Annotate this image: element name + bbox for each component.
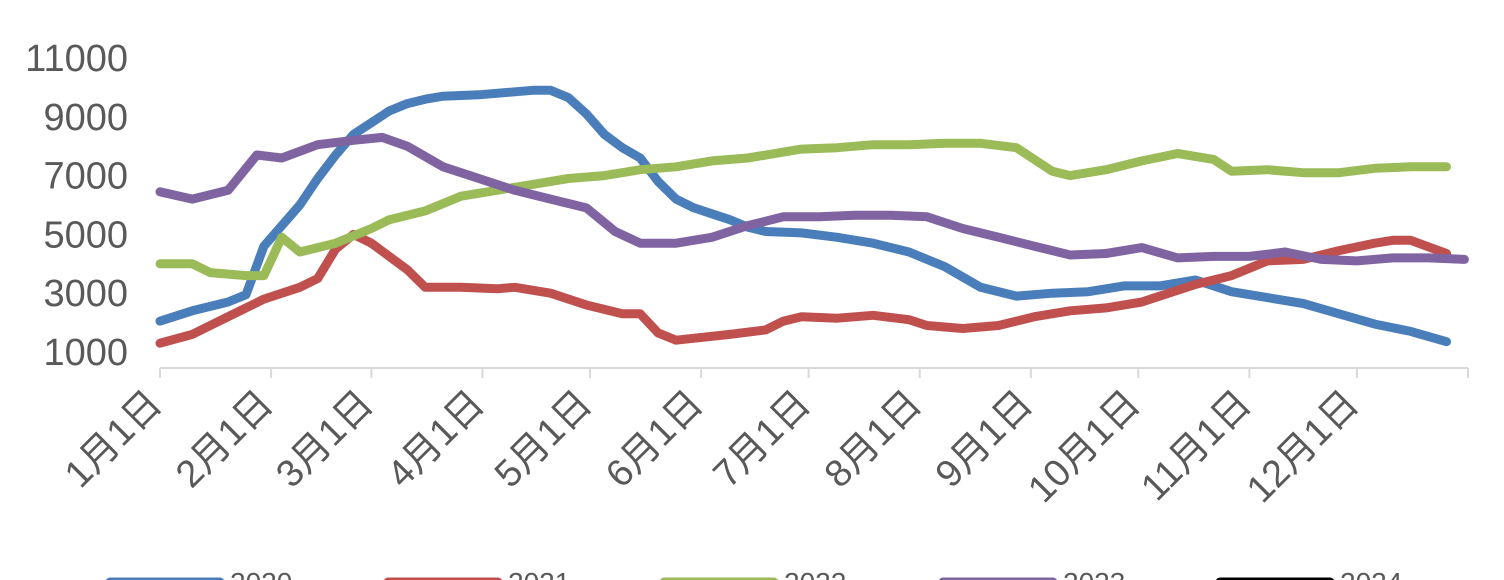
series-line-2021 — [155, 229, 1451, 348]
y-tick-label: 11000 — [25, 38, 128, 80]
series-line-2020 — [155, 85, 1451, 347]
x-tick-label: 10月1日 — [1020, 383, 1148, 511]
legend-label-2023: 2023 — [1063, 567, 1125, 580]
legend-label-2022: 2022 — [784, 567, 846, 580]
legend: 2020 2021 2022 2023 2024 — [105, 567, 1402, 580]
x-tick-label: 11月1日 — [1133, 383, 1259, 509]
legend-label-2020: 2020 — [230, 567, 292, 580]
x-tick-label: 3月1日 — [268, 383, 381, 496]
y-tick-label: 7000 — [43, 156, 128, 198]
x-tick-label: 8月1日 — [817, 383, 930, 496]
y-tick-label: 5000 — [43, 214, 128, 256]
y-tick-label: 3000 — [43, 273, 128, 315]
x-tick-label: 1月1日 — [57, 383, 170, 496]
x-tick-label: 2月1日 — [168, 383, 281, 496]
x-tick-label: 7月1日 — [706, 383, 819, 496]
legend-label-2021: 2021 — [508, 567, 570, 580]
y-tick-label: 1000 — [43, 332, 128, 374]
y-axis: 1000 3000 5000 7000 9000 11000 — [25, 38, 128, 374]
x-tick-label: 5月1日 — [487, 383, 600, 496]
series-layer — [155, 85, 1469, 348]
x-tick-label: 4月1日 — [380, 383, 493, 496]
x-tick-label: 12月1日 — [1239, 383, 1367, 511]
y-tick-label: 9000 — [43, 97, 128, 139]
series-line-2023 — [155, 132, 1469, 266]
legend-label-2024: 2024 — [1340, 567, 1402, 580]
x-tick-label: 6月1日 — [598, 383, 711, 496]
x-axis: 1月1日2月1日3月1日4月1日5月1日6月1日7月1日8月1日9月1日10月1… — [57, 367, 1469, 511]
series-line-2022 — [155, 138, 1451, 281]
